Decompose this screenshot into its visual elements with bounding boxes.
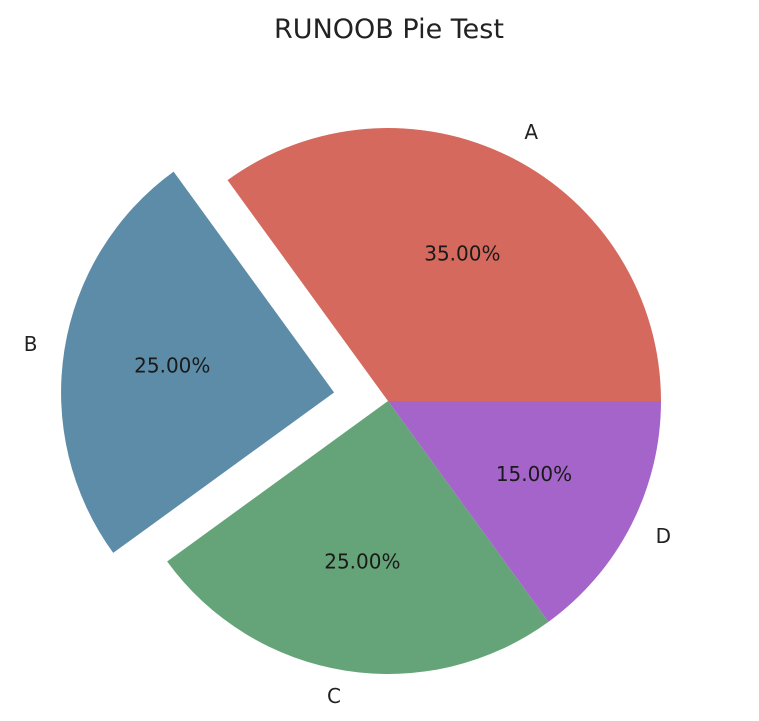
pie-percent-label-a: 35.00%	[424, 242, 500, 266]
chart-title: RUNOOB Pie Test	[274, 14, 504, 45]
pie-percent-label-b: 25.00%	[134, 353, 210, 377]
pie-slice-c	[167, 401, 549, 674]
pie-category-label-a: A	[524, 120, 538, 144]
pie-category-label-d: D	[656, 524, 671, 548]
pie-percent-label-d: 15.00%	[496, 462, 572, 486]
pie-slice-b	[61, 171, 335, 553]
pie-category-label-b: B	[24, 332, 38, 356]
pie-percent-label-c: 25.00%	[324, 549, 400, 573]
pie-slice-d	[388, 401, 661, 622]
pie-slice-a	[227, 128, 662, 401]
pie-category-label-c: C	[327, 684, 341, 708]
